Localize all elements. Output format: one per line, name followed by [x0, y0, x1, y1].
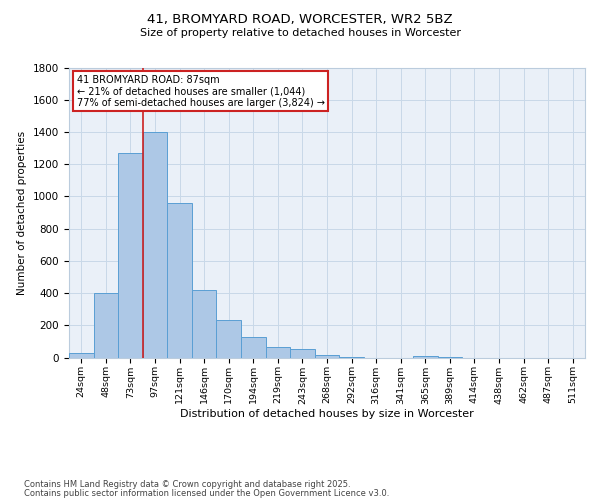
Bar [437, 356, 462, 358]
Bar [143, 132, 167, 358]
Bar [266, 347, 290, 358]
Text: Contains HM Land Registry data © Crown copyright and database right 2025.: Contains HM Land Registry data © Crown c… [24, 480, 350, 489]
Text: 41, BROMYARD ROAD, WORCESTER, WR2 5BZ: 41, BROMYARD ROAD, WORCESTER, WR2 5BZ [147, 12, 453, 26]
Bar [290, 350, 315, 358]
Bar [167, 203, 192, 358]
Bar [241, 338, 266, 357]
Bar [413, 356, 437, 358]
Bar [118, 153, 143, 358]
Bar [94, 293, 118, 358]
Text: 41 BROMYARD ROAD: 87sqm
← 21% of detached houses are smaller (1,044)
77% of semi: 41 BROMYARD ROAD: 87sqm ← 21% of detache… [77, 74, 325, 108]
Bar [192, 290, 217, 358]
Text: Size of property relative to detached houses in Worcester: Size of property relative to detached ho… [139, 28, 461, 38]
Bar [217, 320, 241, 358]
Y-axis label: Number of detached properties: Number of detached properties [17, 130, 28, 294]
Text: Contains public sector information licensed under the Open Government Licence v3: Contains public sector information licen… [24, 488, 389, 498]
Bar [339, 356, 364, 358]
X-axis label: Distribution of detached houses by size in Worcester: Distribution of detached houses by size … [180, 409, 474, 419]
Bar [69, 354, 94, 358]
Bar [315, 355, 339, 358]
